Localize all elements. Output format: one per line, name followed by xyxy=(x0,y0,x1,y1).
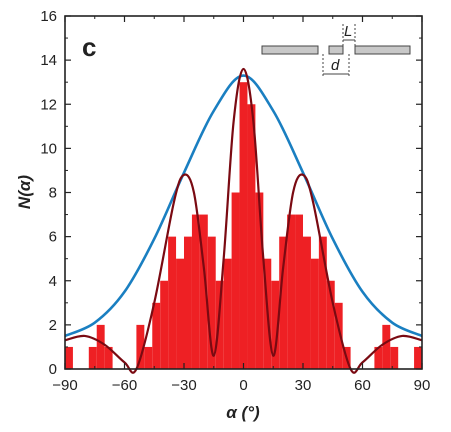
x-tick-label: 90 xyxy=(414,377,431,394)
y-tick-label: 4 xyxy=(49,273,57,290)
inset-block-right xyxy=(354,45,411,55)
histogram-bar xyxy=(303,236,311,370)
curve-fit xyxy=(64,67,423,374)
histogram-bar xyxy=(207,236,216,370)
x-tick-label: −60 xyxy=(112,377,137,394)
histogram-bar xyxy=(65,346,73,369)
x-tick-label: 60 xyxy=(354,377,371,394)
x-tick-label: 0 xyxy=(239,377,247,394)
x-tick-label: 30 xyxy=(295,377,312,394)
y-tick-label: 8 xyxy=(49,185,57,202)
y-axis-title: N(α) xyxy=(15,175,34,209)
histogram-bar xyxy=(239,82,248,369)
y-tick-label: 6 xyxy=(49,229,57,246)
histogram-bar xyxy=(88,346,97,369)
y-tick-label: 14 xyxy=(40,52,57,69)
model-curves xyxy=(64,67,423,374)
histogram-bar xyxy=(199,214,208,369)
histogram-bar xyxy=(247,104,256,369)
histogram-bar xyxy=(168,236,177,370)
histogram-bar xyxy=(191,214,200,369)
histogram-bar xyxy=(104,346,113,369)
histogram-bar xyxy=(96,324,105,370)
y-tick-label: 0 xyxy=(49,361,57,378)
histogram-bar xyxy=(271,280,280,369)
y-tick-label: 12 xyxy=(40,96,57,113)
histogram-bars xyxy=(65,82,422,370)
y-tick-label: 10 xyxy=(40,140,57,157)
histogram-bar xyxy=(279,236,288,370)
axis-ticks: −90 −60 −30 0 30 60 90 0 2 4 6 8 10 12 14 16 xyxy=(40,8,430,394)
histogram-bar xyxy=(152,302,161,369)
slit-inset-diagram: L d xyxy=(261,23,411,77)
histogram-bar xyxy=(144,346,153,369)
inset-block-left xyxy=(261,45,319,55)
histogram-bar xyxy=(231,192,240,369)
x-tick-label: −30 xyxy=(171,377,196,394)
histogram-bar xyxy=(326,280,335,369)
histogram-bar xyxy=(318,236,327,370)
histogram-bar xyxy=(310,258,319,369)
x-axis-title: α (°) xyxy=(226,403,260,422)
y-tick-label: 2 xyxy=(49,317,57,334)
histogram-bar xyxy=(390,346,399,369)
histogram-bar xyxy=(223,258,232,369)
y-tick-label: 16 xyxy=(40,8,57,25)
histogram-bar xyxy=(414,346,422,369)
histogram-bar xyxy=(382,324,391,370)
inset-label-d: d xyxy=(331,57,340,74)
histogram-bar xyxy=(255,192,264,369)
histogram-bar xyxy=(176,258,184,369)
inset-block-middle xyxy=(328,45,344,55)
histogram-bar xyxy=(184,236,192,370)
histogram-bar xyxy=(136,324,145,370)
histogram-bar xyxy=(295,214,303,369)
histogram-bar xyxy=(374,346,383,369)
x-tick-label: −90 xyxy=(52,377,77,394)
histogram-bar xyxy=(287,214,296,369)
histogram-bar xyxy=(160,280,169,369)
histogram-bar xyxy=(215,280,224,369)
inset-label-L: L xyxy=(344,23,352,40)
histogram-bar xyxy=(334,302,343,369)
panel-label: c xyxy=(82,32,96,62)
curve-envelope xyxy=(64,74,423,338)
